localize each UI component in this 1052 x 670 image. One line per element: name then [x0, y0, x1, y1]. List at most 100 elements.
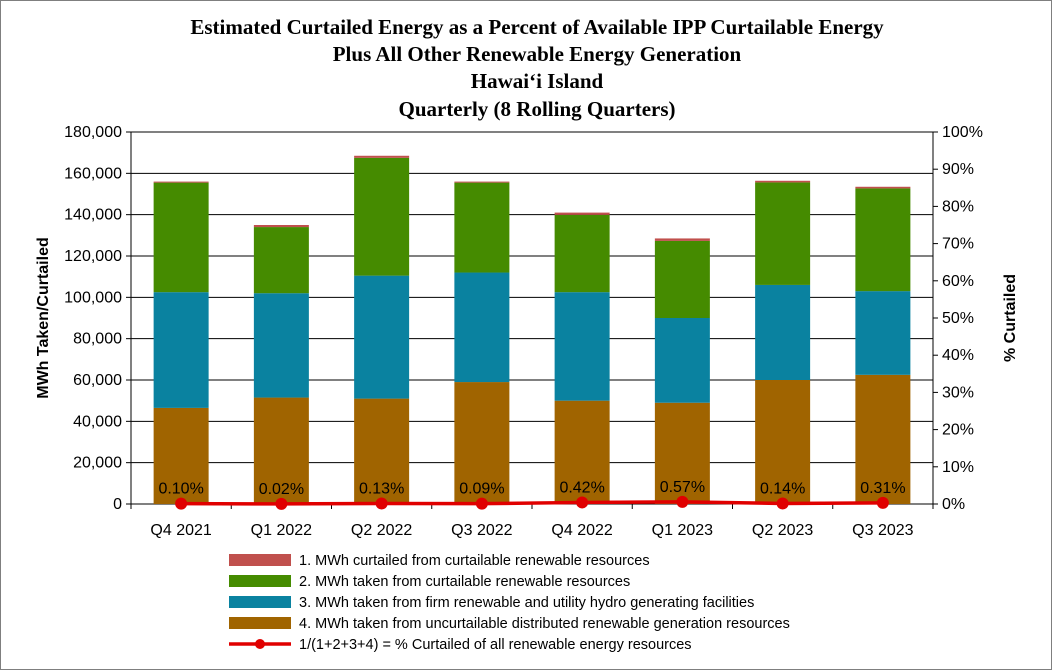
y2-tick-label: 0% [942, 496, 965, 513]
percent-point [175, 497, 188, 510]
chart-title: Estimated Curtailed Energy as a Percent … [190, 15, 884, 121]
y-tick-label: 20,000 [73, 455, 122, 472]
bar-segment-2 [153, 292, 209, 408]
bar-segment-3 [354, 157, 410, 276]
percent-point [475, 497, 488, 510]
y-axis-title: MWh Taken/Curtailed [35, 237, 52, 399]
y2-tick-label: 10% [942, 459, 974, 476]
title-line-1: Estimated Curtailed Energy as a Percent … [190, 15, 884, 39]
y2-tick-label: 50% [942, 310, 974, 327]
legend-label: 4. MWh taken from uncurtailable distribu… [299, 616, 790, 632]
bar-segment-4 [253, 225, 309, 228]
y2-axis-title: % Curtailed [1002, 274, 1019, 362]
y-tick-label: 180,000 [64, 124, 122, 141]
y2-tick-label: 100% [942, 124, 983, 141]
x-tick-label: Q1 2023 [652, 522, 713, 539]
legend-swatch [229, 554, 291, 566]
legend-swatch [229, 575, 291, 587]
legend: 1. MWh curtailed from curtailable renewa… [229, 553, 790, 653]
bar-segment-3 [855, 188, 911, 292]
x-tick-label: Q4 2022 [551, 522, 612, 539]
bar-segment-4 [554, 212, 610, 215]
percent-point [876, 496, 889, 509]
percent-data-label: 0.09% [459, 481, 504, 498]
y-tick-label: 100,000 [64, 289, 122, 306]
x-tick-label: Q4 2021 [150, 522, 211, 539]
percent-data-label: 0.14% [760, 480, 805, 497]
bars [153, 155, 911, 504]
bar-segment-2 [253, 293, 309, 398]
percent-point [576, 496, 589, 509]
percent-data-label: 0.13% [359, 481, 404, 498]
bar-segment-4 [153, 181, 209, 183]
title-line-2: Plus All Other Renewable Energy Generati… [333, 42, 742, 66]
bar-segment-1 [253, 397, 309, 504]
bar-segment-4 [354, 155, 410, 158]
bar-segment-1 [454, 382, 510, 504]
bar-segment-3 [253, 227, 309, 294]
bar-segment-2 [354, 275, 410, 399]
percent-line-path [181, 500, 883, 506]
bar-segment-1 [354, 398, 410, 504]
percent-point [676, 495, 689, 508]
bar-segment-4 [654, 238, 710, 241]
percent-point [776, 497, 789, 510]
y-tick-label: 120,000 [64, 248, 122, 265]
legend-label: 1. MWh curtailed from curtailable renewa… [299, 553, 650, 569]
legend-line-marker [255, 639, 265, 649]
y2-tick-label: 90% [942, 161, 974, 178]
bar-segment-3 [454, 182, 510, 273]
percent-line [175, 495, 889, 510]
legend-label: 1/(1+2+3+4) = % Curtailed of all renewab… [299, 637, 692, 653]
bar-segment-1 [153, 407, 209, 504]
x-tick-label: Q2 2023 [752, 522, 813, 539]
y-tick-label: 80,000 [73, 331, 122, 348]
bar-segment-1 [654, 402, 710, 504]
y-axis-ticks: 0 20,000 40,000 60,000 80,000 100,000 120,000 1… [64, 124, 131, 513]
bar-segment-2 [554, 292, 610, 401]
y2-tick-label: 40% [942, 347, 974, 364]
percent-labels: 0.10% 0.02% 0.13% 0.09% 0.42% 0.57% 0.14% 0.31% [158, 479, 905, 498]
y-tick-label: 160,000 [64, 165, 122, 182]
percent-point [375, 497, 388, 510]
y2-tick-label: 20% [942, 422, 974, 439]
bar-segment-2 [855, 291, 911, 375]
legend-swatch [229, 617, 291, 629]
y2-tick-label: 80% [942, 198, 974, 215]
bar-segment-3 [654, 240, 710, 318]
percent-data-label: 0.02% [259, 481, 304, 498]
legend-swatch [229, 596, 291, 608]
percent-data-label: 0.31% [860, 480, 905, 497]
legend-label: 3. MWh taken from firm renewable and uti… [299, 595, 754, 611]
y2-tick-label: 60% [942, 273, 974, 290]
y2-tick-label: 30% [942, 384, 974, 401]
percent-data-label: 0.10% [158, 481, 203, 498]
bar-segment-3 [153, 182, 209, 293]
bar-segment-1 [855, 374, 911, 504]
y-tick-label: 60,000 [73, 372, 122, 389]
percent-point [275, 497, 288, 510]
x-tick-label: Q1 2022 [251, 522, 312, 539]
x-tick-label: Q3 2022 [451, 522, 512, 539]
legend-label: 2. MWh taken from curtailable renewable … [299, 574, 630, 590]
y2-axis-ticks: 0% 10% 20% 30% 40% 50% 60% 70% 80% 90% 100% [933, 124, 983, 513]
y-tick-label: 0 [113, 496, 122, 513]
x-tick-label: Q2 2022 [351, 522, 412, 539]
percent-data-label: 0.57% [660, 479, 705, 496]
title-line-3: Hawai‘i Island [471, 69, 604, 93]
bar-segment-1 [554, 400, 610, 504]
bar-segment-1 [755, 380, 811, 504]
bar-segment-2 [654, 318, 710, 403]
y-tick-label: 40,000 [73, 413, 122, 430]
bar-segment-4 [454, 181, 510, 183]
bar-segment-4 [755, 180, 811, 183]
x-tick-label: Q3 2023 [852, 522, 913, 539]
bar-segment-3 [755, 182, 811, 285]
title-line-4: Quarterly (8 Rolling Quarters) [398, 97, 675, 121]
bar-segment-2 [454, 272, 510, 383]
y-tick-label: 140,000 [64, 207, 122, 224]
y2-tick-label: 70% [942, 236, 974, 253]
bar-segment-4 [855, 186, 911, 189]
